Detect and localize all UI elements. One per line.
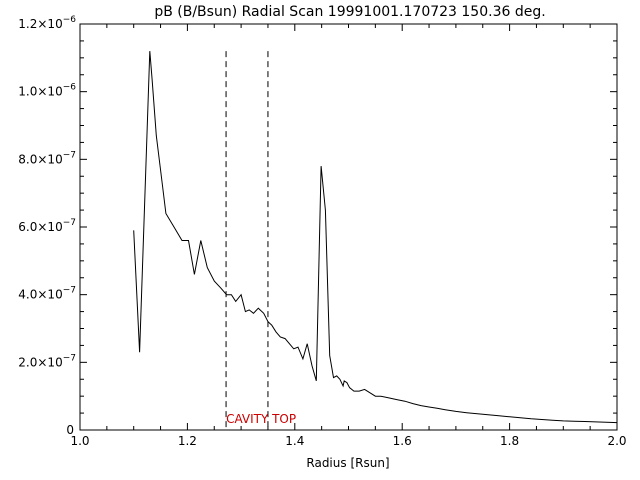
annotation-label: CAVITY TOP [226, 412, 296, 426]
x-axis-title: Radius [Rsun] [306, 456, 389, 470]
y-tick-label: 1.0×10−6 [18, 83, 76, 99]
x-tick-label: 2.0 [607, 434, 626, 448]
y-tick-label: 0 [66, 423, 74, 437]
x-axis: 1.0 1.2 1.4 1.6 1.8 2.0 [70, 24, 627, 448]
y-tick-label: 1.2×10−6 [18, 15, 76, 31]
series-group [133, 51, 618, 424]
x-tick-label: 1.8 [500, 434, 519, 448]
y-tick-label: 4.0×10−7 [18, 286, 76, 302]
x-tick-label: 1.4 [285, 434, 304, 448]
x-tick-label: 1.6 [393, 434, 412, 448]
reference-lines [225, 51, 269, 430]
plot-frame [79, 23, 618, 431]
y-tick-label: 2.0×10−7 [18, 353, 76, 369]
y-tick-label: 6.0×10−7 [18, 218, 76, 234]
annotations: CAVITY TOP [226, 412, 296, 426]
x-tick-label: 1.2 [178, 434, 197, 448]
chart-title: pB (B/Bsun) Radial Scan 19991001.170723 … [154, 4, 545, 20]
x-tick-label: 1.0 [70, 434, 89, 448]
y-tick-label: 8.0×10−7 [18, 150, 76, 166]
series-line [133, 51, 618, 424]
y-axis: 0 2.0×10−7 4.0×10−7 6.0×10−7 8.0×10−7 1.0×10−… [18, 15, 617, 437]
